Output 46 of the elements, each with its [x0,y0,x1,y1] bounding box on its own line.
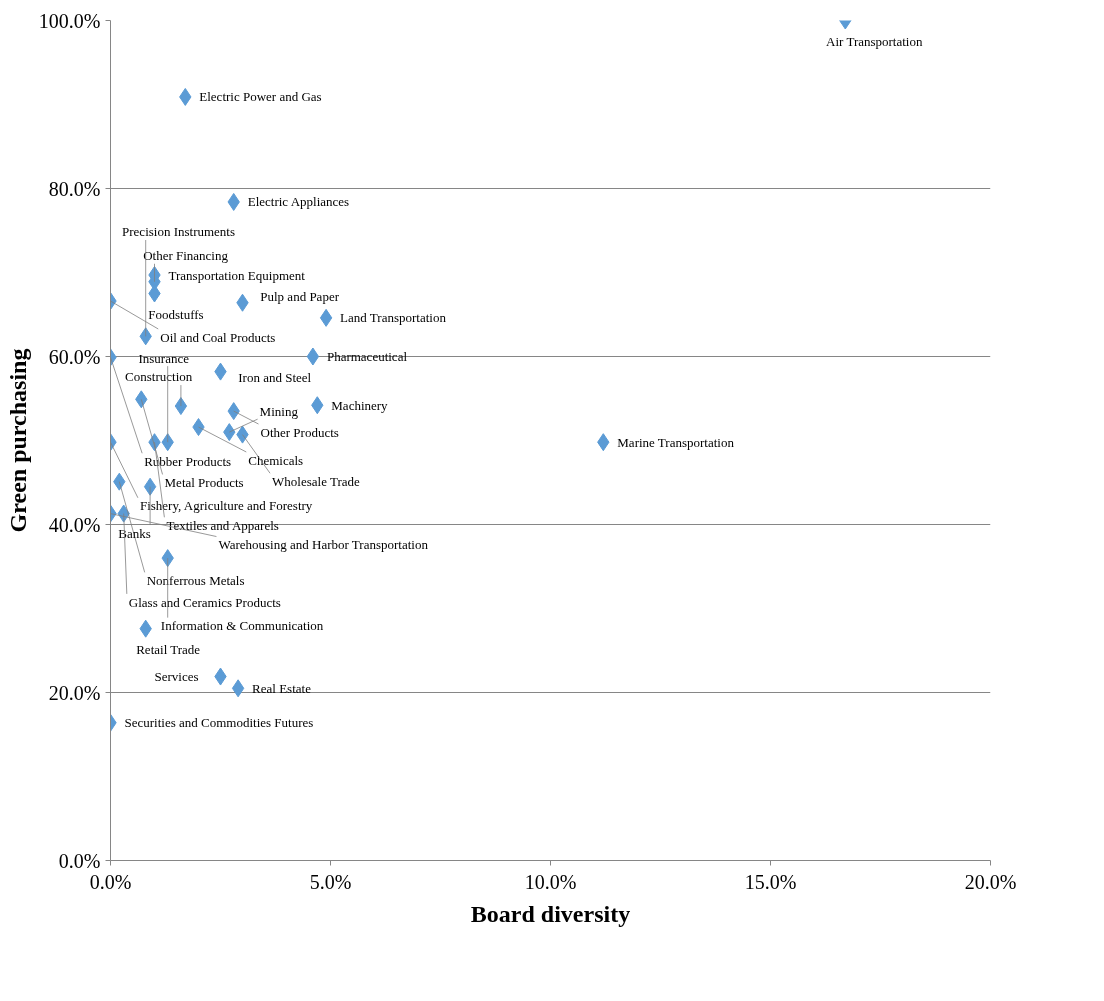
annotation: Insurance [138,350,190,366]
annotation: Land Transportation [340,310,447,326]
annotation: Electric Appliances [247,194,350,210]
y-tick-label: 60.0% [48,345,101,368]
annotation: Precision Instruments [122,224,236,240]
annotation: Transportation Equipment [168,267,306,283]
x-tick-label: 5.0% [309,870,352,893]
annotation: Nonferrous Metals [146,573,245,588]
annotation: Securities and Commodities Futures [124,715,314,731]
x-tick-label: 10.0% [524,870,577,893]
annotation: Warehousing and Harbor Transportation [218,537,429,553]
annotation: Air Transportation [826,33,923,49]
annotation: Marine Transportation [617,434,735,450]
annotation: Wholesale Trade [272,473,361,489]
annotation: Other Products [260,424,339,440]
y-tick-label: 0.0% [58,849,101,872]
annotation: Machinery [331,397,389,413]
annotation: Retail Trade [136,642,201,658]
y-tick-label: 40.0% [48,513,101,536]
annotation: Foodstuffs [148,306,204,322]
annotation: Electric Power and Gas [199,89,322,105]
annotation: Glass and Ceramics Products [128,594,281,610]
annotation: Mining [259,403,299,419]
annotation: Oil and Coal Products [160,329,276,345]
y-tick-label: 80.0% [48,177,101,200]
annotation: Services [154,669,199,685]
annotation: Real Estate [252,680,312,696]
x-tick-label: 20.0% [964,870,1017,893]
x-tick-label: 0.0% [89,870,132,893]
y-axis-title: Green purchasing [4,348,31,533]
x-axis-title: Board diversity [470,900,631,927]
annotation: Chemicals [248,452,304,468]
annotation: Fishery, Agriculture and Forestry [139,498,313,514]
annotation: Pulp and Paper [260,289,340,304]
annotation: Information & Communication [160,618,324,634]
y-tick-label: 100.0% [38,9,101,32]
annotation: Iron and Steel [238,370,312,386]
annotation: Textiles and Apparels [166,517,279,533]
annotation: Banks [118,525,151,541]
annotation: Pharmaceutical [326,349,408,364]
annotation: Construction [125,369,193,385]
y-tick-label: 20.0% [48,681,101,704]
annotation: Metal Products [164,475,244,491]
x-tick-label: 15.0% [744,870,797,893]
annotation: Rubber Products [144,453,232,469]
annotation: Other Financing [143,248,229,264]
